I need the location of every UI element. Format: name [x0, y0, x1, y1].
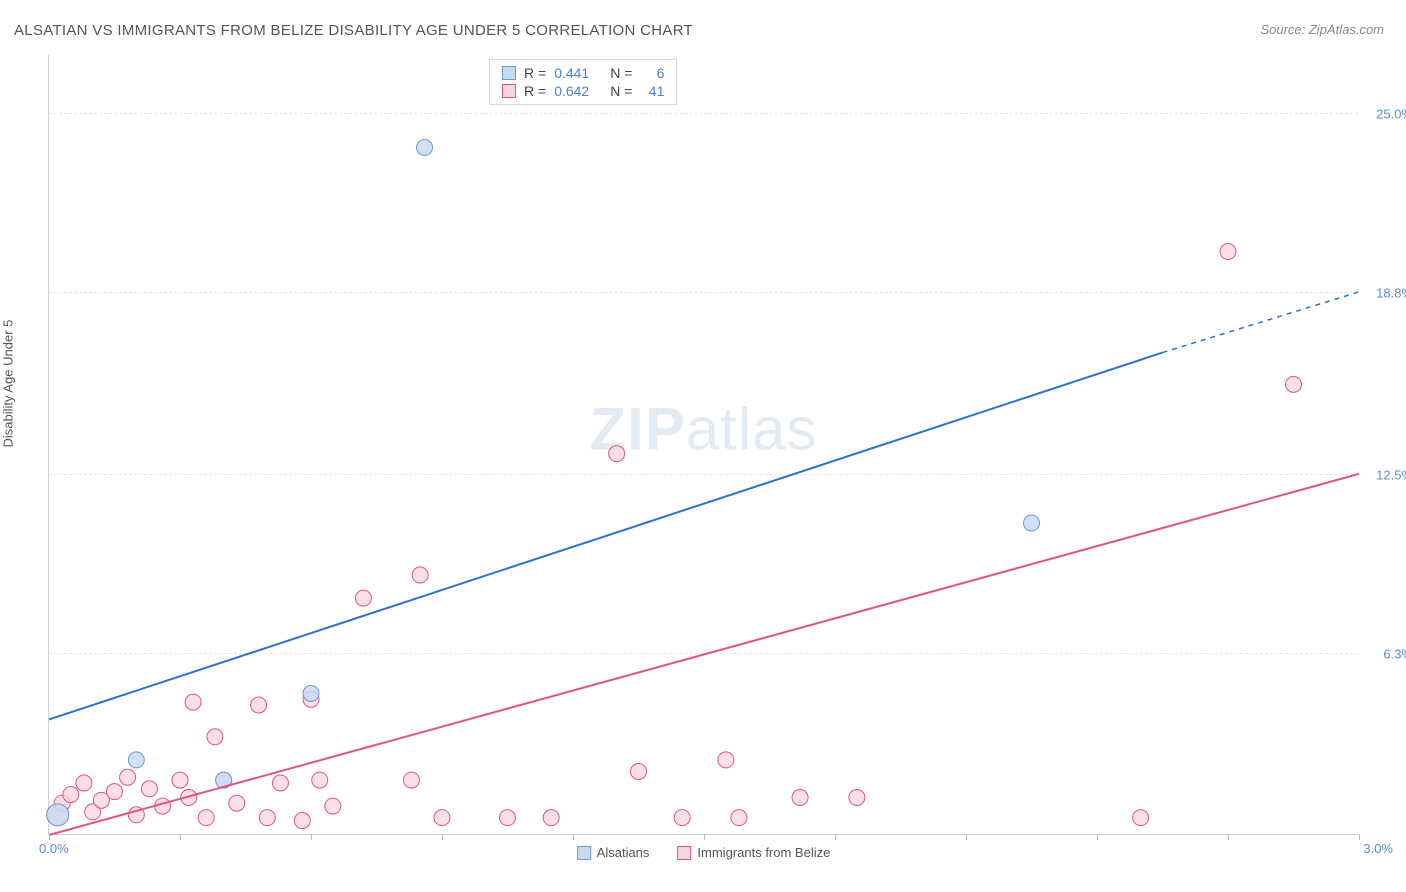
data-point — [718, 752, 734, 768]
data-point — [731, 810, 747, 826]
bottom-legend-item-0: Alsatians — [577, 845, 650, 860]
legend-stats-box: R = 0.441 N = 6 R = 0.642 N = 41 — [489, 59, 677, 105]
data-point — [303, 685, 319, 701]
plot-svg — [49, 55, 1358, 834]
data-point — [107, 784, 123, 800]
data-point — [631, 763, 647, 779]
x-axis-end-label: 3.0% — [1363, 841, 1393, 856]
data-point — [229, 795, 245, 811]
bottom-legend-item-1: Immigrants from Belize — [677, 845, 830, 860]
data-point — [172, 772, 188, 788]
x-tick — [311, 834, 312, 840]
data-point — [1024, 515, 1040, 531]
data-point — [272, 775, 288, 791]
data-point — [128, 752, 144, 768]
data-point — [312, 772, 328, 788]
swatch-series-1 — [502, 84, 516, 98]
x-tick — [1097, 834, 1098, 840]
r-value-1: 0.642 — [554, 83, 602, 99]
data-point — [120, 769, 136, 785]
data-point — [1133, 810, 1149, 826]
x-tick — [1228, 834, 1229, 840]
data-point — [294, 813, 310, 829]
data-point — [76, 775, 92, 791]
data-point — [674, 810, 690, 826]
legend-stats-row-0: R = 0.441 N = 6 — [502, 64, 664, 82]
data-point — [63, 787, 79, 803]
y-tick-label: 12.5% — [1376, 467, 1406, 482]
data-point — [543, 810, 559, 826]
source-label: Source: ZipAtlas.com — [1260, 22, 1384, 37]
data-point — [259, 810, 275, 826]
trend-line-dashed — [1163, 292, 1360, 353]
data-point — [47, 804, 69, 826]
data-point — [417, 139, 433, 155]
r-label-0: R = — [524, 65, 546, 81]
data-point — [1286, 376, 1302, 392]
n-label-1: N = — [610, 83, 632, 99]
legend-stats-row-1: R = 0.642 N = 41 — [502, 82, 664, 100]
swatch-series-0 — [502, 66, 516, 80]
n-value-0: 6 — [640, 65, 664, 81]
y-tick-label: 25.0% — [1376, 106, 1406, 121]
x-axis-start-label: 0.0% — [39, 841, 69, 856]
data-point — [185, 694, 201, 710]
data-point — [251, 697, 267, 713]
n-label-0: N = — [610, 65, 632, 81]
r-value-0: 0.441 — [554, 65, 602, 81]
bottom-legend: Alsatians Immigrants from Belize — [577, 845, 831, 860]
x-tick — [573, 834, 574, 840]
data-point — [1220, 243, 1236, 259]
x-tick — [704, 834, 705, 840]
n-value-1: 41 — [640, 83, 664, 99]
data-point — [207, 729, 223, 745]
swatch-bottom-1 — [677, 846, 691, 860]
x-tick — [1359, 834, 1360, 840]
data-point — [403, 772, 419, 788]
y-tick-label: 6.3% — [1383, 647, 1406, 662]
x-tick — [966, 834, 967, 840]
data-point — [792, 789, 808, 805]
plot-area: 6.3%12.5%18.8%25.0% ZIPatlas R = 0.441 N… — [48, 55, 1358, 835]
x-tick — [835, 834, 836, 840]
trend-line — [49, 353, 1163, 720]
data-point — [412, 567, 428, 583]
data-point — [434, 810, 450, 826]
bottom-legend-label-1: Immigrants from Belize — [697, 845, 830, 860]
x-tick — [49, 834, 50, 840]
chart-title: ALSATIAN VS IMMIGRANTS FROM BELIZE DISAB… — [14, 22, 693, 39]
x-tick — [442, 834, 443, 840]
r-label-1: R = — [524, 83, 546, 99]
data-point — [325, 798, 341, 814]
data-point — [198, 810, 214, 826]
bottom-legend-label-0: Alsatians — [597, 845, 650, 860]
y-tick-label: 18.8% — [1376, 285, 1406, 300]
swatch-bottom-0 — [577, 846, 591, 860]
x-tick — [180, 834, 181, 840]
data-point — [500, 810, 516, 826]
data-point — [849, 789, 865, 805]
y-axis-label: Disability Age Under 5 — [1, 320, 16, 448]
data-point — [609, 446, 625, 462]
data-point — [355, 590, 371, 606]
data-point — [141, 781, 157, 797]
